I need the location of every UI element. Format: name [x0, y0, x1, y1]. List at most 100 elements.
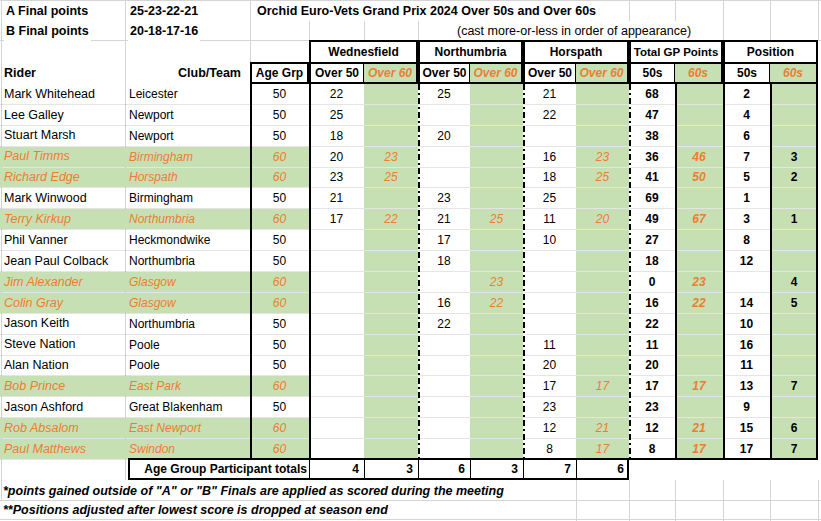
cell-p50[interactable]: 9 — [723, 397, 770, 417]
cell-club[interactable]: Poole — [125, 335, 250, 355]
cell-p60[interactable] — [770, 230, 818, 250]
cell-w50[interactable]: 25 — [309, 105, 364, 125]
cell-age[interactable]: 60 — [250, 293, 309, 313]
cell-n60[interactable]: 25 — [470, 209, 523, 229]
cell-club[interactable]: Swindon — [125, 439, 250, 459]
cell-w60[interactable] — [364, 230, 418, 250]
cell-p50[interactable]: 7 — [723, 147, 770, 167]
total-h50[interactable]: 7 — [523, 458, 576, 480]
cell-w50[interactable] — [309, 335, 364, 355]
cell-n60[interactable] — [470, 84, 523, 104]
cell-t50[interactable]: 16 — [629, 293, 675, 313]
cell-age[interactable]: 50 — [250, 335, 309, 355]
cell-p50[interactable]: 11 — [723, 356, 770, 376]
cell-n50[interactable]: 18 — [418, 251, 470, 271]
cell-w50[interactable] — [309, 314, 364, 334]
cell-p50[interactable]: 12 — [723, 251, 770, 271]
cell-club[interactable]: Leicester — [125, 84, 250, 104]
cell-h50[interactable]: 21 — [523, 84, 576, 104]
cell-w50[interactable]: 17 — [309, 209, 364, 229]
total-60s-header[interactable]: 60s — [675, 64, 721, 82]
cell-p50[interactable]: 13 — [723, 376, 770, 396]
cell-p60[interactable] — [770, 251, 818, 271]
cell-w50[interactable]: 22 — [309, 84, 364, 104]
cell-n50[interactable] — [418, 418, 470, 438]
position-header[interactable]: Position — [723, 40, 818, 64]
cell-age[interactable]: 60 — [250, 168, 309, 188]
cell-w50[interactable] — [309, 439, 364, 459]
cell-h50[interactable] — [523, 126, 576, 146]
total-50s-header[interactable]: 50s — [631, 64, 675, 82]
footnote-a-b-finals[interactable]: *points gained outside of "A" or "B" Fin… — [3, 484, 504, 498]
cell-name[interactable]: Rob Absalom — [0, 418, 125, 438]
cell-w50[interactable]: 21 — [309, 188, 364, 208]
cell-name[interactable]: Stuart Marsh — [0, 126, 125, 146]
cell-club[interactable]: Horspath — [125, 168, 250, 188]
cell-club[interactable]: Poole — [125, 356, 250, 376]
cell-h50[interactable]: 18 — [523, 168, 576, 188]
cell-h50[interactable]: 25 — [523, 188, 576, 208]
cell-club[interactable]: Newport — [125, 126, 250, 146]
wednesfield-over50-header[interactable]: Over 50 — [311, 64, 364, 82]
cell-w60[interactable] — [364, 126, 418, 146]
cell-p60[interactable]: 7 — [770, 376, 818, 396]
cell-p60[interactable] — [770, 397, 818, 417]
cell-h50[interactable]: 16 — [523, 147, 576, 167]
cell-w60[interactable] — [364, 272, 418, 292]
cell-p60[interactable]: 3 — [770, 147, 818, 167]
cell-h50[interactable]: 23 — [523, 397, 576, 417]
cell-h50[interactable]: 11 — [523, 335, 576, 355]
cell-n60[interactable] — [470, 188, 523, 208]
cell-age[interactable]: 50 — [250, 314, 309, 334]
cell-w60[interactable] — [364, 439, 418, 459]
cell-t60[interactable] — [675, 84, 723, 104]
cell-n50[interactable] — [418, 376, 470, 396]
cell-t60[interactable] — [675, 397, 723, 417]
cell-p50[interactable]: 5 — [723, 168, 770, 188]
cell-n60[interactable] — [470, 105, 523, 125]
cell-club[interactable]: Northumbria — [125, 209, 250, 229]
cell-h60[interactable] — [576, 335, 629, 355]
cell-t50[interactable]: 49 — [629, 209, 675, 229]
position-50s-header[interactable]: 50s — [725, 64, 770, 82]
cell-n50[interactable]: 25 — [418, 84, 470, 104]
cell-p50[interactable]: 10 — [723, 314, 770, 334]
cell-w60[interactable]: 22 — [364, 209, 418, 229]
cell-name[interactable]: Jean Paul Colback — [0, 251, 125, 271]
cell-h50[interactable] — [523, 314, 576, 334]
cell-t60[interactable] — [675, 105, 723, 125]
age-grp-column-header[interactable]: Age Grp — [250, 62, 309, 84]
cell-h50[interactable] — [523, 251, 576, 271]
cell-t60[interactable]: 22 — [675, 293, 723, 313]
cast-note[interactable]: (cast more-or-less in order of appearanc… — [455, 21, 693, 41]
cell-p50[interactable]: 1 — [723, 188, 770, 208]
cell-age[interactable]: 60 — [250, 147, 309, 167]
cell-name[interactable]: Colin Gray — [0, 293, 125, 313]
cell-w50[interactable]: 20 — [309, 147, 364, 167]
cell-w50[interactable] — [309, 397, 364, 417]
cell-club[interactable]: Birmingham — [125, 147, 250, 167]
cell-age[interactable]: 60 — [250, 209, 309, 229]
wednesfield-over60-header[interactable]: Over 60 — [364, 64, 416, 82]
cell-t60[interactable]: 46 — [675, 147, 723, 167]
cell-t60[interactable]: 21 — [675, 418, 723, 438]
cell-club[interactable]: East Park — [125, 376, 250, 396]
cell-n60[interactable] — [470, 147, 523, 167]
cell-t50[interactable]: 20 — [629, 356, 675, 376]
a-final-points[interactable]: 25-23-22-21 — [128, 1, 200, 21]
cell-n60[interactable] — [470, 168, 523, 188]
cell-p60[interactable]: 4 — [770, 272, 818, 292]
cell-h50[interactable]: 17 — [523, 376, 576, 396]
cell-t50[interactable]: 0 — [629, 272, 675, 292]
cell-name[interactable]: Mark Whitehead — [0, 84, 125, 104]
cell-p60[interactable] — [770, 335, 818, 355]
cell-name[interactable]: Richard Edge — [0, 168, 125, 188]
cell-name[interactable]: Terry Kirkup — [0, 209, 125, 229]
cell-n60[interactable] — [470, 376, 523, 396]
cell-p60[interactable]: 5 — [770, 293, 818, 313]
total-h60[interactable]: 6 — [576, 458, 629, 480]
cell-p50[interactable]: 14 — [723, 293, 770, 313]
cell-p60[interactable] — [770, 105, 818, 125]
cell-p60[interactable]: 2 — [770, 168, 818, 188]
cell-t50[interactable]: 17 — [629, 376, 675, 396]
